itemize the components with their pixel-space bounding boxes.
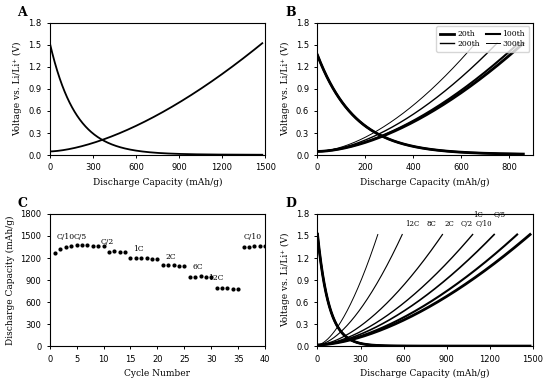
Text: 8C: 8C — [426, 220, 436, 228]
Y-axis label: Discharge Capacity (mAh/g): Discharge Capacity (mAh/g) — [5, 215, 15, 345]
Text: C/10: C/10 — [476, 220, 492, 228]
Point — [217, 285, 226, 291]
Point — [186, 274, 194, 280]
Point — [83, 242, 92, 248]
Point — [228, 286, 237, 292]
Point — [250, 243, 259, 249]
Y-axis label: Voltage vs. Li/Li⁺ (V): Voltage vs. Li/Li⁺ (V) — [281, 41, 290, 136]
Text: D: D — [285, 197, 296, 210]
Point — [148, 256, 156, 262]
Point — [77, 242, 86, 248]
Point — [255, 243, 264, 249]
Point — [245, 243, 254, 250]
Text: C/2: C/2 — [461, 220, 473, 228]
Text: C: C — [18, 197, 27, 210]
Point — [56, 245, 65, 252]
Point — [121, 249, 130, 255]
Text: C/5: C/5 — [494, 211, 506, 219]
Text: C/10: C/10 — [244, 233, 262, 241]
Point — [110, 248, 119, 254]
Point — [61, 243, 70, 250]
Point — [191, 274, 199, 280]
Text: 1C: 1C — [473, 211, 483, 219]
Point — [67, 243, 76, 249]
Point — [169, 262, 178, 268]
Text: B: B — [285, 6, 296, 18]
Point — [99, 243, 108, 249]
Text: A: A — [18, 6, 27, 18]
Y-axis label: Voltage vs. Li/Li⁺ (V): Voltage vs. Li/Li⁺ (V) — [13, 41, 23, 136]
Point — [153, 256, 162, 262]
Point — [115, 249, 124, 255]
Text: 12C: 12C — [405, 220, 419, 228]
Text: C/2: C/2 — [101, 238, 114, 246]
X-axis label: Discharge Capacity (mAh/g): Discharge Capacity (mAh/g) — [361, 178, 490, 187]
Point — [175, 263, 183, 269]
Point — [234, 286, 243, 292]
Point — [51, 250, 59, 256]
Point — [180, 263, 189, 269]
Point — [261, 243, 270, 250]
Text: 12C: 12C — [209, 275, 224, 282]
X-axis label: Discharge Capacity (mAh/g): Discharge Capacity (mAh/g) — [93, 178, 222, 187]
Point — [201, 274, 210, 280]
Point — [132, 255, 141, 261]
Y-axis label: Voltage vs. Li/Li⁺ (V): Voltage vs. Li/Li⁺ (V) — [281, 233, 290, 328]
Point — [88, 242, 97, 248]
Text: C/10: C/10 — [56, 233, 74, 241]
Point — [196, 273, 205, 279]
Text: 1C: 1C — [133, 245, 144, 253]
Point — [142, 255, 151, 262]
Point — [126, 255, 135, 262]
Text: 2C: 2C — [165, 253, 176, 261]
Text: 6C: 6C — [193, 263, 203, 271]
Point — [212, 285, 221, 291]
Point — [159, 262, 167, 268]
X-axis label: Discharge Capacity (mAh/g): Discharge Capacity (mAh/g) — [361, 369, 490, 379]
Legend: 20th, 200th, 100th, 300th: 20th, 200th, 100th, 300th — [436, 26, 529, 52]
Point — [104, 249, 113, 255]
Text: C/5: C/5 — [74, 233, 87, 241]
Point — [94, 243, 103, 249]
Point — [72, 242, 81, 248]
Point — [223, 285, 232, 291]
Point — [137, 255, 145, 262]
X-axis label: Cycle Number: Cycle Number — [125, 369, 191, 378]
Point — [239, 243, 248, 250]
Point — [164, 262, 172, 268]
Text: 2C: 2C — [445, 220, 455, 228]
Point — [207, 274, 216, 280]
